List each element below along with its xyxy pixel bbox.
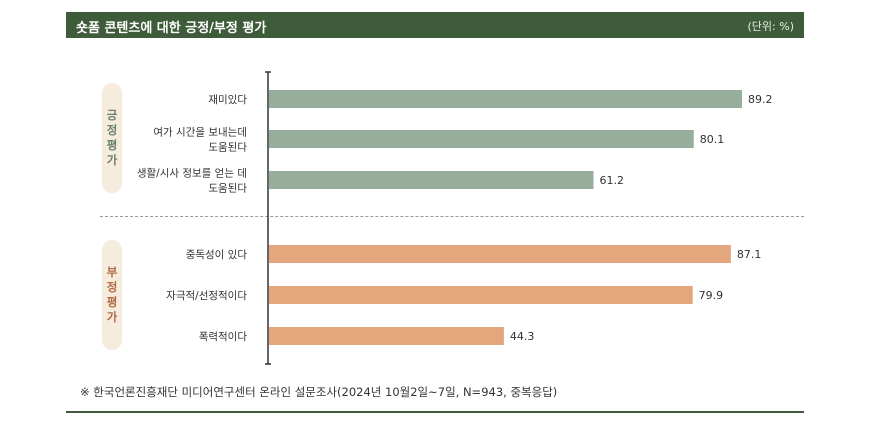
negative-label-char: 평 — [106, 295, 118, 309]
positive-label-char: 긍 — [106, 108, 118, 122]
negative-label-char: 부 — [106, 265, 118, 279]
category-label: 중독성이 있다 — [186, 249, 248, 261]
positive-label-char: 정 — [106, 123, 118, 137]
bar-value-label: 89.2 — [748, 93, 773, 106]
bar-value-label: 79.9 — [699, 289, 724, 302]
positive-label-char: 가 — [106, 153, 118, 167]
negative-label-char: 정 — [106, 280, 118, 294]
positive-bar — [269, 171, 594, 189]
bar-value-label: 44.3 — [510, 330, 535, 343]
negative-bar — [269, 286, 693, 304]
bar-value-label: 80.1 — [700, 133, 725, 146]
negative-bar — [269, 327, 504, 345]
positive-group-label: 긍 정 평 가 — [102, 83, 122, 193]
bar-value-label: 61.2 — [600, 174, 625, 187]
negative-group-label: 부 정 평 가 — [102, 240, 122, 350]
positive-label-char: 평 — [106, 138, 118, 152]
unit-label: (단위: %) — [747, 20, 794, 33]
positive-bar — [269, 130, 694, 148]
category-label: 생활/시사 정보를 얻는 데 도움된다 — [137, 167, 247, 195]
category-label: 자극적/선정적이다 — [166, 290, 247, 302]
chart-title: 숏폼 콘텐츠에 대한 긍정/부정 평가 — [76, 21, 267, 36]
group-divider — [100, 216, 804, 217]
negative-label-char: 가 — [106, 310, 118, 324]
category-label: 재미있다 — [208, 94, 247, 106]
source-footnote: ※ 한국언론진흥재단 미디어연구센터 온라인 설문조사(2024년 10월2일~… — [80, 385, 558, 399]
category-label: 폭력적이다 — [199, 331, 248, 343]
chart-header: 숏폼 콘텐츠에 대한 긍정/부정 평가 (단위: %) — [66, 12, 804, 38]
bar-value-label: 87.1 — [737, 248, 762, 261]
positive-bar — [269, 90, 742, 108]
negative-bar — [269, 245, 731, 263]
footer-rule — [66, 411, 804, 413]
category-label: 여가 시간을 보내는데 도움된다 — [153, 127, 247, 154]
